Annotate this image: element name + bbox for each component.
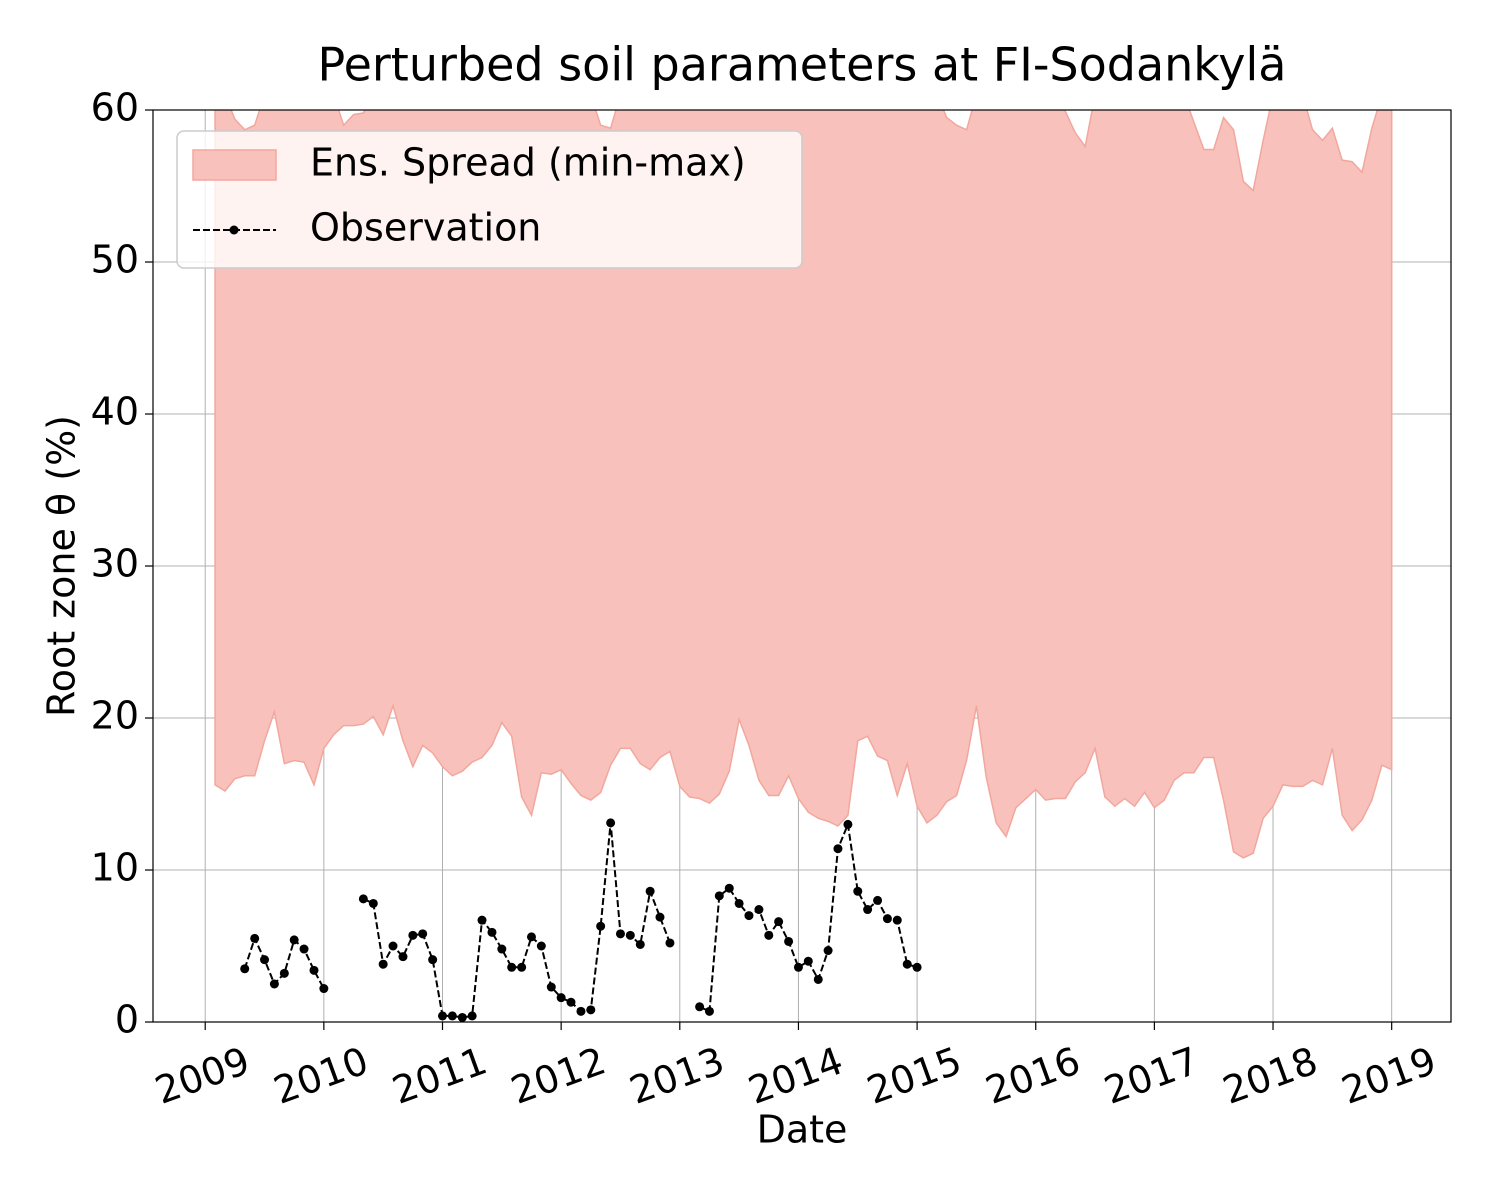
observation-point xyxy=(645,886,655,896)
observation-point xyxy=(309,965,319,975)
observation-point xyxy=(536,941,546,951)
observation-point xyxy=(269,979,279,989)
plot-area xyxy=(214,110,1393,1022)
observation-point xyxy=(704,1006,714,1016)
observation-point xyxy=(546,982,556,992)
observation-point xyxy=(289,935,299,945)
observation-point xyxy=(596,921,606,931)
observation-point xyxy=(477,915,487,925)
observation-point xyxy=(250,933,260,943)
chart-title: Perturbed soil parameters at FI-Sodankyl… xyxy=(317,38,1286,92)
observation-point xyxy=(774,917,784,927)
observation-point xyxy=(833,844,843,854)
observation-point xyxy=(724,883,734,893)
observation-point xyxy=(507,962,517,972)
observation-point xyxy=(467,1011,477,1021)
observation-point xyxy=(625,930,635,940)
observation-point xyxy=(744,911,754,921)
observation-point xyxy=(823,946,833,956)
legend-swatch xyxy=(192,149,277,181)
observation-point xyxy=(853,886,863,896)
observation-point xyxy=(665,938,675,948)
observation-point xyxy=(912,962,922,972)
observation-point xyxy=(487,927,497,937)
observation-point xyxy=(447,1011,457,1021)
observation-point xyxy=(526,932,536,942)
observation-point xyxy=(764,930,774,940)
observation-point xyxy=(754,905,764,915)
observation-point xyxy=(240,964,250,974)
observation-point xyxy=(408,930,418,940)
observation-point xyxy=(655,912,665,922)
observation-point xyxy=(793,962,803,972)
observation-point xyxy=(813,974,823,984)
observation-point xyxy=(279,968,289,978)
observation-point xyxy=(457,1012,467,1022)
observation-point xyxy=(556,993,566,1003)
observation-point xyxy=(319,984,329,994)
observation-point xyxy=(586,1005,596,1015)
observation-point xyxy=(784,936,794,946)
observation-point xyxy=(882,914,892,924)
y-tick-label: 50 xyxy=(91,238,139,282)
spread-area xyxy=(214,110,1393,859)
observation-point xyxy=(606,818,616,828)
y-tick-label: 0 xyxy=(115,998,139,1042)
observation-point xyxy=(299,944,309,954)
y-tick-label: 10 xyxy=(91,846,139,890)
observation-point xyxy=(368,898,378,908)
y-axis-label: Root zone θ (%) xyxy=(40,415,84,717)
observation-point xyxy=(902,959,912,969)
y-tick-label: 20 xyxy=(91,694,139,738)
observation-point xyxy=(260,955,270,965)
observation-point xyxy=(734,898,744,908)
observation-point xyxy=(843,819,853,829)
observation-point xyxy=(398,952,408,962)
observation-point xyxy=(863,905,873,915)
observation-point xyxy=(892,915,902,925)
y-tick-label: 40 xyxy=(91,390,139,434)
observation-point xyxy=(803,956,813,966)
observation-point xyxy=(378,959,388,969)
observation-point xyxy=(576,1006,586,1016)
observation-point xyxy=(428,955,438,965)
observation-point xyxy=(714,891,724,901)
y-tick-label: 30 xyxy=(91,542,139,586)
legend-label: Observation xyxy=(310,206,541,250)
observation-point xyxy=(566,997,576,1007)
observation-point xyxy=(388,941,398,951)
x-axis-label: Date xyxy=(757,1108,848,1152)
legend-label: Ens. Spread (min-max) xyxy=(310,141,746,185)
observation-point xyxy=(517,962,527,972)
observation-point xyxy=(437,1011,447,1021)
observation-point xyxy=(873,895,883,905)
observation-point xyxy=(418,929,428,939)
legend-marker xyxy=(229,225,239,235)
observation-point xyxy=(695,1002,705,1012)
legend: Ens. Spread (min-max) Observation xyxy=(176,130,803,269)
observation-point xyxy=(497,944,507,954)
legend-box xyxy=(176,130,803,269)
y-tick-label: 60 xyxy=(91,86,139,130)
observation-point xyxy=(358,894,368,904)
observation-point xyxy=(635,939,645,949)
observation-point xyxy=(615,929,625,939)
